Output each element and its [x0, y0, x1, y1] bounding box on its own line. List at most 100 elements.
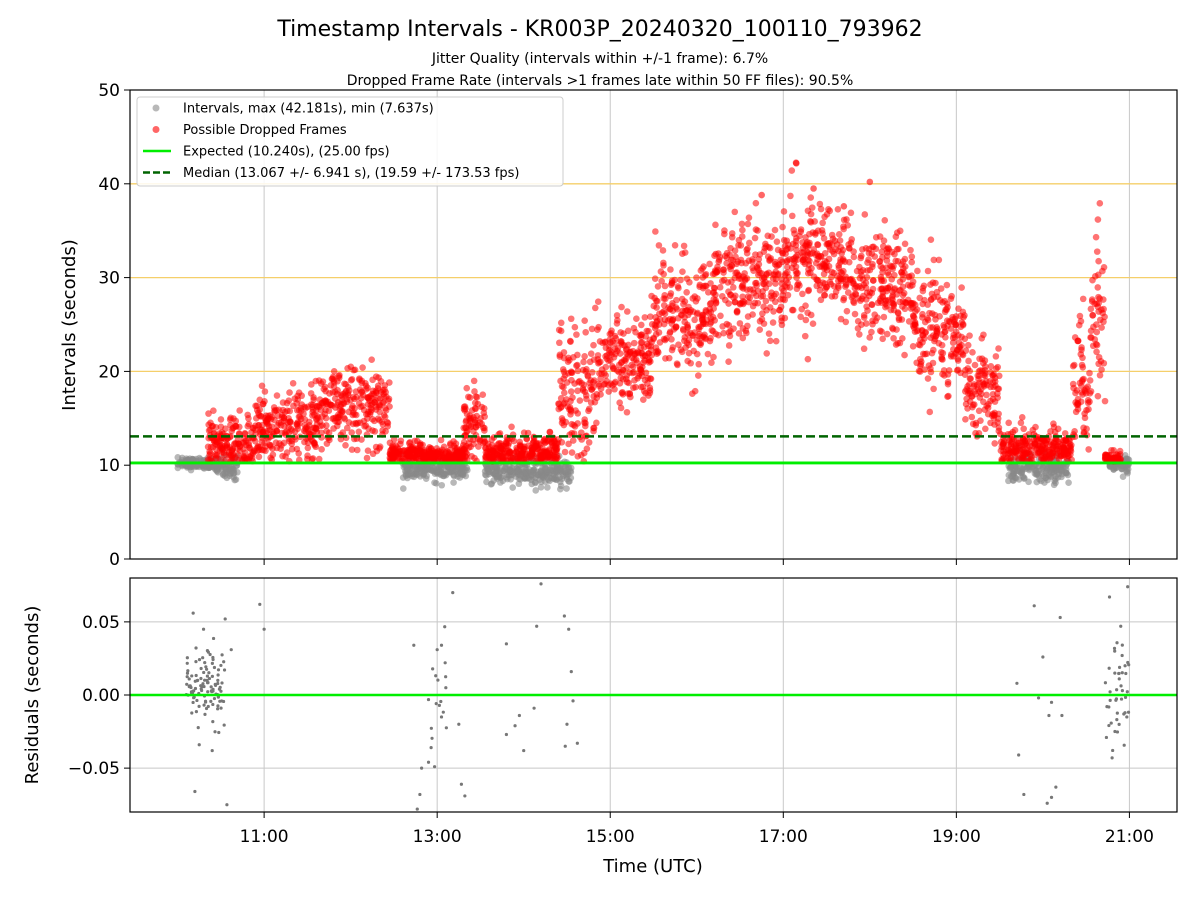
dropped-frame-point — [744, 245, 751, 252]
dropped-frame-point — [1047, 428, 1054, 435]
residual-point — [210, 661, 214, 665]
dropped-frame-point — [880, 237, 888, 244]
dropped-frame-point — [814, 256, 821, 263]
residual-point — [216, 681, 220, 686]
dropped-frame-point — [656, 339, 664, 346]
residual-point — [211, 655, 215, 660]
dropped-frame-point — [651, 275, 659, 282]
dropped-frame-point — [647, 358, 654, 365]
interval-point — [1025, 478, 1032, 486]
dropped-frame-point — [580, 358, 587, 366]
dropped-frame-point — [656, 316, 664, 323]
residual-point — [1115, 688, 1119, 692]
residual-point — [222, 723, 226, 727]
dropped-frame-point — [551, 444, 559, 451]
dropped-frame-point — [298, 401, 306, 408]
residual-point — [216, 695, 220, 699]
dropped-frame-point — [820, 235, 828, 242]
dropped-frame-point — [725, 342, 733, 349]
dropped-frame-point — [338, 407, 345, 415]
residual-point — [430, 736, 434, 740]
dropped-frame-point — [574, 367, 582, 375]
residual-point — [1115, 641, 1119, 645]
dropped-frame-point — [944, 378, 952, 386]
dropped-frame-point — [864, 267, 871, 274]
dropped-frame-point — [797, 313, 804, 321]
dropped-frame-point — [864, 307, 871, 314]
interval-point — [1033, 478, 1041, 486]
dropped-frame-point — [696, 281, 704, 289]
dropped-frame-point — [730, 325, 737, 332]
dropped-frame-point — [614, 317, 621, 324]
dropped-frame-point — [239, 455, 247, 463]
dropped-frame-point — [566, 403, 574, 411]
dropped-frame-point — [908, 258, 916, 266]
dropped-frame-point — [561, 448, 569, 456]
dropped-frame-point — [624, 390, 632, 397]
dropped-frame-point — [701, 331, 708, 339]
dropped-frame-point — [831, 237, 839, 245]
dropped-frame-point — [880, 313, 888, 321]
dropped-frame-point — [930, 256, 938, 264]
dropped-frame-point — [1095, 293, 1102, 301]
dropped-frame-point — [1086, 377, 1094, 384]
interval-point — [435, 463, 443, 470]
dropped-frame-point — [568, 420, 576, 428]
dropped-frame-point — [278, 442, 285, 449]
dropped-frame-point — [308, 436, 315, 443]
dropped-frame-point — [710, 284, 718, 292]
dropped-frame-point — [771, 226, 779, 234]
residual-point — [1108, 698, 1112, 702]
dropped-frame-point — [1078, 344, 1085, 351]
residual-point — [1113, 729, 1117, 734]
dropped-frame-point — [348, 429, 355, 436]
dropped-frame-point — [736, 320, 744, 327]
dropped-frame-point — [652, 348, 660, 356]
dropped-frame-point — [1007, 440, 1015, 447]
dropped-frame-point — [293, 420, 301, 427]
dropped-frame-point — [557, 327, 565, 335]
dropped-frame-point — [995, 410, 1002, 418]
dropped-frame-point — [868, 243, 876, 251]
dropped-frame-point — [236, 407, 243, 414]
dropped-frame-point — [939, 349, 947, 357]
dropped-frame-point — [616, 399, 623, 407]
residual-point — [463, 794, 467, 798]
dropped-frame-point — [590, 378, 597, 386]
dropped-frame-point — [356, 376, 363, 384]
dropped-frame-point — [961, 371, 969, 379]
dropped-frame-point — [597, 375, 604, 383]
dropped-frame-point — [663, 335, 670, 342]
dropped-frame-point — [721, 227, 728, 234]
residual-point — [444, 675, 448, 679]
dropped-frame-point — [978, 367, 986, 375]
dropped-frame-point — [341, 380, 348, 388]
dropped-frame-point — [899, 283, 907, 291]
residual-point — [504, 732, 509, 737]
dropped-frame-point — [947, 353, 955, 360]
dropped-frame-point — [315, 455, 323, 463]
dropped-frame-point — [368, 356, 375, 364]
residual-point — [426, 760, 431, 764]
interval-point — [528, 472, 536, 479]
dropped-frame-point — [704, 289, 712, 296]
dropped-frame-point — [756, 251, 764, 258]
dropped-frame-point — [536, 452, 544, 459]
residual-point — [522, 748, 526, 753]
dropped-frame-point — [754, 299, 762, 307]
dropped-frame-point — [342, 441, 349, 449]
dropped-frame-point — [772, 337, 780, 345]
residual-point — [1022, 792, 1026, 797]
dropped-frame-point — [921, 366, 928, 373]
dropped-frame-point — [694, 372, 702, 379]
dropped-frame-point — [752, 199, 760, 207]
residual-point — [197, 704, 201, 708]
dropped-frame-point — [958, 284, 965, 291]
dropped-frame-point — [668, 335, 675, 343]
dropped-frame-point — [603, 352, 611, 359]
dropped-frame-point — [595, 382, 603, 389]
dropped-frame-point — [502, 442, 510, 450]
dropped-frame-point — [737, 256, 745, 264]
dropped-frame-point — [941, 328, 949, 335]
dropped-frame-point — [677, 276, 684, 284]
